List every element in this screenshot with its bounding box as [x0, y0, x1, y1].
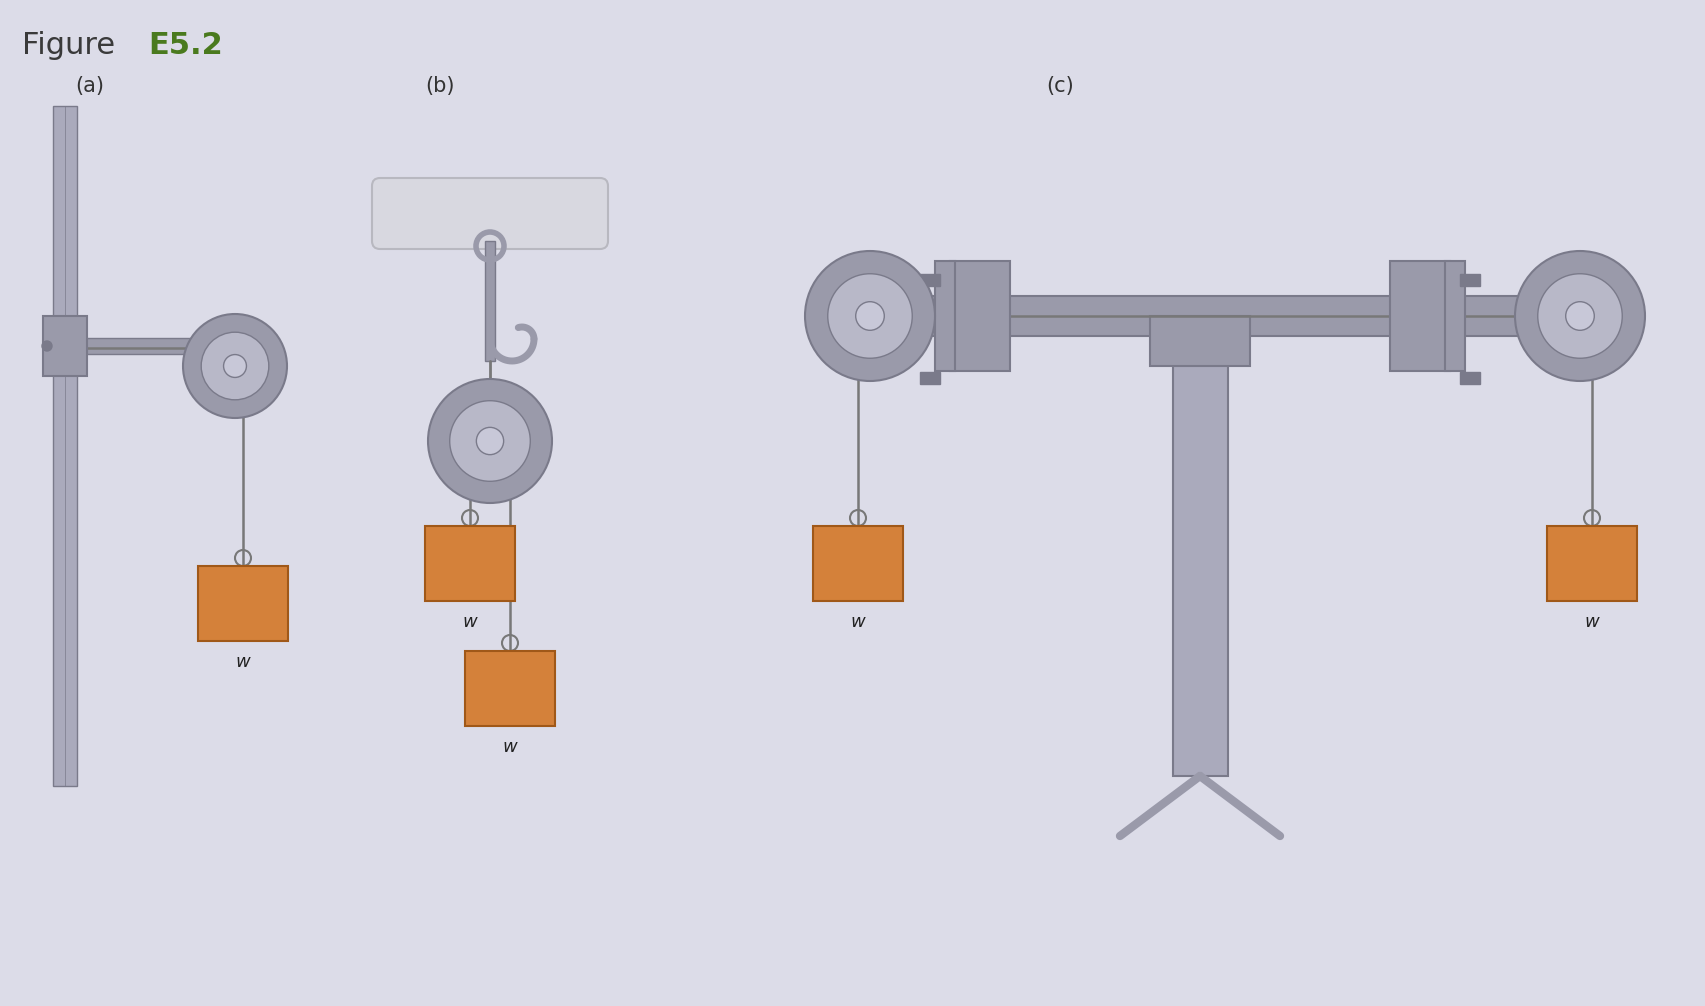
Bar — [198, 566, 288, 641]
Bar — [43, 316, 87, 376]
Bar — [1546, 526, 1637, 601]
Text: (c): (c) — [1045, 76, 1072, 96]
Circle shape — [1536, 274, 1621, 358]
Bar — [1149, 316, 1250, 366]
Bar — [465, 651, 554, 726]
Circle shape — [827, 274, 912, 358]
Circle shape — [182, 314, 286, 418]
Circle shape — [1565, 302, 1594, 330]
Text: w: w — [851, 613, 864, 631]
Text: E5.2: E5.2 — [148, 31, 223, 60]
FancyBboxPatch shape — [372, 178, 607, 249]
Circle shape — [223, 354, 246, 377]
Bar — [919, 372, 939, 384]
Bar — [425, 526, 515, 601]
Bar — [1390, 261, 1449, 371]
Text: w: w — [235, 653, 251, 671]
Bar — [53, 106, 77, 786]
Circle shape — [1514, 252, 1644, 381]
Circle shape — [43, 341, 51, 351]
Circle shape — [805, 252, 934, 381]
Bar — [813, 526, 902, 601]
Circle shape — [450, 400, 530, 481]
Text: (a): (a) — [75, 76, 104, 96]
Bar — [1444, 261, 1465, 371]
Bar — [77, 338, 235, 354]
Bar — [1173, 336, 1228, 776]
Bar — [1459, 274, 1480, 286]
Circle shape — [476, 428, 503, 455]
Circle shape — [201, 332, 269, 399]
Bar — [484, 241, 494, 361]
Bar — [919, 274, 939, 286]
Text: w: w — [1584, 613, 1598, 631]
Text: w: w — [503, 738, 517, 756]
Text: w: w — [462, 613, 477, 631]
Text: (b): (b) — [425, 76, 455, 96]
Bar — [950, 261, 1009, 371]
Bar — [909, 296, 1540, 336]
Text: Figure: Figure — [22, 31, 124, 60]
Bar — [934, 261, 955, 371]
Bar — [1459, 372, 1480, 384]
Circle shape — [428, 379, 552, 503]
Circle shape — [856, 302, 883, 330]
